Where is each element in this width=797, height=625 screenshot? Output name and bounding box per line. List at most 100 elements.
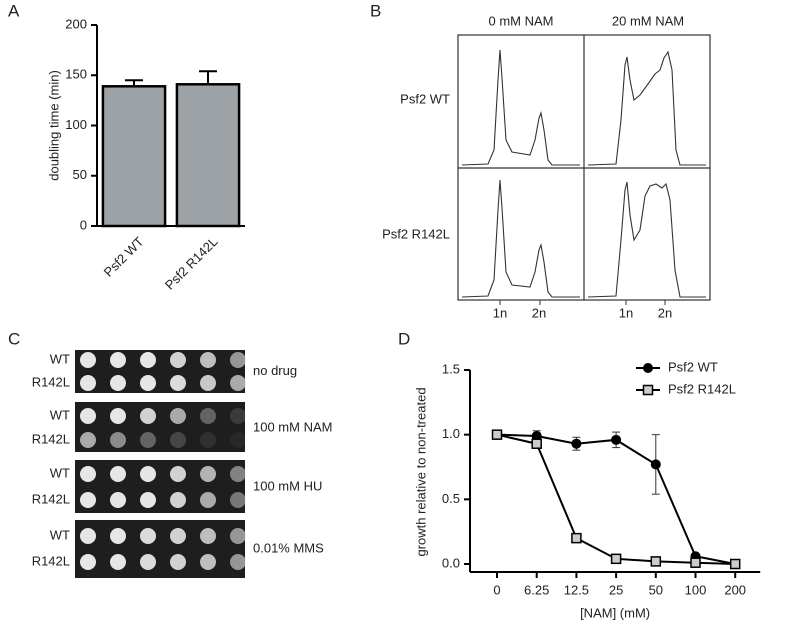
spot <box>110 432 126 448</box>
condition-label: no drug <box>253 363 297 378</box>
y-tick-label: 1.0 <box>442 426 460 441</box>
spot <box>200 466 216 482</box>
spot <box>110 352 126 368</box>
histogram <box>461 49 580 166</box>
spot <box>200 432 216 448</box>
plates <box>75 350 245 578</box>
spot <box>170 528 186 544</box>
spot <box>170 554 186 570</box>
spot <box>200 492 216 508</box>
spot <box>80 352 96 368</box>
spot <box>110 408 126 424</box>
spot <box>200 408 216 424</box>
spot <box>200 554 216 570</box>
line <box>496 433 736 565</box>
spot <box>80 375 96 391</box>
panel-label: B <box>370 1 381 20</box>
marker <box>531 438 542 449</box>
spot <box>170 352 186 368</box>
y-tick-label: 1.5 <box>442 361 460 376</box>
spot <box>140 432 156 448</box>
spot <box>80 528 96 544</box>
legend-marker <box>643 363 653 373</box>
row-label: Psf2 WT <box>400 91 450 106</box>
y-tick-label: 0.5 <box>442 491 460 506</box>
marker <box>690 557 701 568</box>
marker <box>571 532 582 544</box>
y-tick-label: 100 <box>65 117 87 132</box>
spot <box>170 492 186 508</box>
spot <box>140 554 156 570</box>
spot <box>110 466 126 482</box>
condition-label: 100 mM HU <box>253 478 322 493</box>
spot <box>200 375 216 391</box>
spot <box>80 554 96 570</box>
histogram <box>461 179 580 298</box>
condition-label: 0.01% MMS <box>253 540 324 555</box>
x-tick-label: 6.25 <box>524 582 549 597</box>
strain-label: WT <box>50 527 70 542</box>
bar <box>101 85 167 228</box>
spot <box>200 528 216 544</box>
x-tick-label: 1n <box>619 305 633 320</box>
x-tick-label: Psf2 R142L <box>162 234 221 293</box>
spot <box>230 528 246 544</box>
panel-label: D <box>398 329 410 348</box>
strain-label: R142L <box>32 374 70 389</box>
spot <box>230 408 246 424</box>
column-header: 20 mM NAM <box>612 13 684 28</box>
marker <box>611 434 622 445</box>
strain-label: WT <box>50 465 70 480</box>
spot <box>140 408 156 424</box>
x-tick-label: 100 <box>685 582 707 597</box>
x-tick-label: Psf2 WT <box>101 234 147 280</box>
x-tick-label: 25 <box>609 582 623 597</box>
panel-label: A <box>8 1 20 20</box>
spot <box>80 408 96 424</box>
spot <box>140 352 156 368</box>
spot <box>230 466 246 482</box>
x-tick-label: 0 <box>493 582 500 597</box>
row-label: Psf2 R142L <box>382 226 450 241</box>
panel-label: C <box>8 329 20 348</box>
legend-label: Psf2 R142L <box>668 381 736 396</box>
legend-marker <box>642 384 654 396</box>
spot <box>200 352 216 368</box>
spot <box>140 492 156 508</box>
y-axis-label: doubling time (min) <box>46 70 61 181</box>
x-tick-label: 2n <box>532 305 546 320</box>
strain-label: R142L <box>32 491 70 506</box>
histogram <box>587 181 706 298</box>
strain-label: R142L <box>32 431 70 446</box>
x-axis-label: [NAM] (mM) <box>580 605 650 620</box>
spot <box>110 528 126 544</box>
y-tick-label: 150 <box>65 67 87 82</box>
marker <box>650 459 661 470</box>
spot <box>110 492 126 508</box>
x-tick-label: 2n <box>658 305 672 320</box>
spot <box>170 466 186 482</box>
spot <box>110 554 126 570</box>
spot <box>140 528 156 544</box>
spot <box>170 408 186 424</box>
spot <box>230 432 246 448</box>
marker <box>729 558 741 570</box>
spots <box>80 352 246 570</box>
marker <box>491 429 503 440</box>
y-tick-label: 0 <box>80 217 87 232</box>
x-tick-label: 12.5 <box>564 582 589 597</box>
spot <box>140 466 156 482</box>
x-tick-label: 1n <box>493 305 507 320</box>
line <box>496 433 736 565</box>
spot <box>140 375 156 391</box>
spot <box>80 432 96 448</box>
spot <box>230 352 246 368</box>
y-axis-label: growth relative to non-treated <box>413 387 428 556</box>
spot <box>80 492 96 508</box>
marker <box>610 553 622 565</box>
x-tick-label: 200 <box>724 582 746 597</box>
y-tick-label: 200 <box>65 16 87 31</box>
x-tick-label: 50 <box>649 582 663 597</box>
marker <box>650 556 662 567</box>
